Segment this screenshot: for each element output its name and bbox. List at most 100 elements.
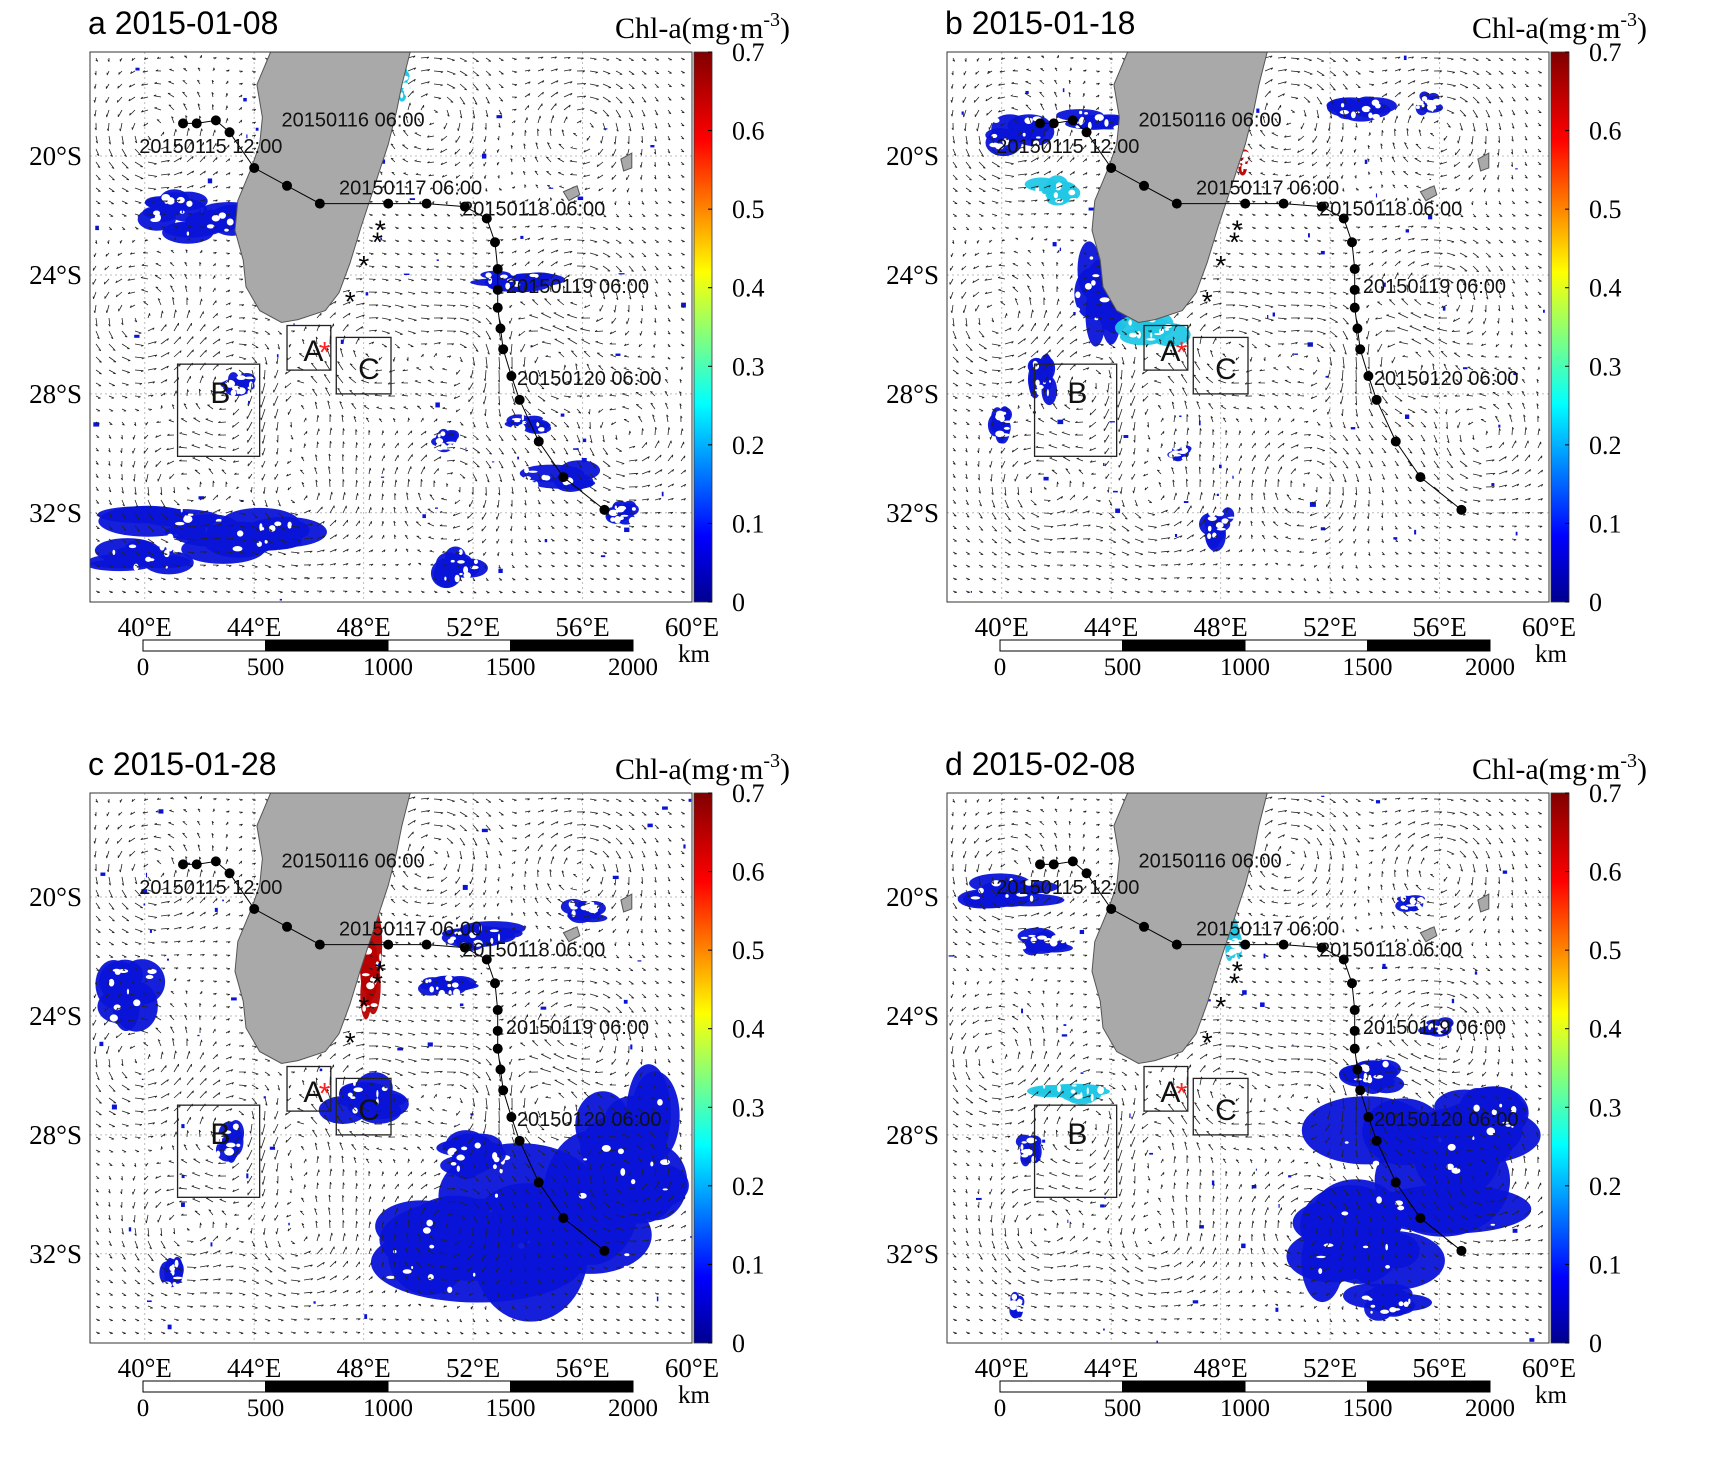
track-point — [178, 859, 189, 870]
region-box-a — [286, 1065, 332, 1112]
region-label: A — [1160, 1076, 1180, 1109]
track-point — [1067, 856, 1078, 867]
panel-title: c 2015-01-28 — [88, 746, 277, 782]
lat-tick-label: 24°S — [886, 1001, 939, 1031]
lon-tick-label: 52°E — [1303, 612, 1357, 642]
lon-tick-label: 56°E — [1412, 612, 1466, 642]
track-point — [1067, 115, 1078, 126]
scale-label: 1000 — [1220, 654, 1270, 681]
mauritius-island — [1477, 152, 1490, 172]
region-label: C — [1215, 1094, 1237, 1127]
lat-tick-label: 24°S — [29, 1001, 82, 1031]
chlorophyll-patch — [1395, 894, 1425, 912]
track-point — [1278, 939, 1289, 950]
cyclone-track — [1040, 119, 1462, 511]
track-point — [1139, 180, 1150, 191]
track-point — [1035, 118, 1046, 129]
track-point — [495, 1064, 506, 1075]
lon-tick-label: 44°E — [227, 612, 281, 642]
track-point — [1363, 1112, 1374, 1123]
track-point — [1346, 237, 1357, 248]
track-point — [492, 1043, 503, 1054]
colorbar-tick-label: 0.2 — [732, 431, 765, 460]
scale-unit: km — [678, 641, 711, 668]
track-point — [481, 954, 492, 965]
track-point — [514, 394, 525, 405]
chlorophyll-patch — [1418, 1017, 1454, 1037]
colorbar — [693, 51, 713, 603]
colorbar-tick-label: 0.1 — [732, 1250, 765, 1279]
track-point — [1139, 921, 1150, 932]
scale-label: 0 — [994, 1395, 1007, 1422]
asterisk-marker: * — [1232, 214, 1243, 245]
region-box-c — [335, 1077, 392, 1136]
colorbar-tick-label: 0.3 — [732, 352, 765, 381]
track-point — [249, 903, 260, 914]
track-point — [1415, 1213, 1426, 1224]
lon-tick-label: 40°E — [975, 1353, 1029, 1383]
lat-tick-label: 20°S — [886, 882, 939, 912]
chlorophyll-patch — [431, 428, 460, 453]
track-time-label: 20150119 06:00 — [506, 276, 649, 298]
colorbar-tick-label: 0.4 — [1589, 274, 1622, 303]
track-point — [492, 1005, 503, 1016]
track-time-label: 20150115 12:00 — [139, 136, 282, 158]
colorbar-tick-label: 0.5 — [732, 195, 765, 224]
lon-tick-label: 56°E — [555, 1353, 609, 1383]
colorbar-tick-label: 0.2 — [732, 1172, 765, 1201]
track-point — [514, 1135, 525, 1146]
scale-label: 1500 — [486, 1395, 536, 1422]
cyclone-track — [1040, 860, 1462, 1252]
map-panel-a: a 2015-01-08 * * * * 20150116 06:00 20150115 1… — [0, 0, 857, 741]
track-point — [1349, 264, 1360, 275]
panel-title: b 2015-01-18 — [945, 5, 1135, 41]
lon-tick-label: 52°E — [1303, 1353, 1357, 1383]
track-point — [178, 118, 189, 129]
track-time-label: 20150118 06:00 — [462, 199, 605, 221]
track-point — [1371, 1135, 1382, 1146]
colorbar-title: Chl-a(mg·m-3) — [615, 9, 790, 45]
colorbar-title: Chl-a(mg·m-3) — [1472, 9, 1647, 45]
reunion-island — [562, 185, 581, 202]
track-time-label: 20150115 12:00 — [139, 877, 282, 899]
track-point — [1456, 1245, 1467, 1256]
track-point — [558, 472, 569, 483]
lon-tick-label: 52°E — [446, 612, 500, 642]
track-time-label: 20150117 06:00 — [339, 919, 482, 941]
map-panel-d: d 2015-02-08 * * * * 20150116 06:00 20150115 1… — [857, 741, 1714, 1482]
asterisk-marker: * — [375, 214, 386, 245]
region-box-b — [176, 363, 261, 457]
scale-unit: km — [678, 1382, 711, 1409]
region-box-b — [176, 1104, 261, 1198]
track-point — [1338, 954, 1349, 965]
scale-label: 2000 — [608, 654, 658, 681]
track-point — [1316, 942, 1327, 953]
track-time-label: 20150119 06:00 — [1363, 1017, 1506, 1039]
track-point — [506, 1112, 517, 1123]
colorbar-tick-label: 0.6 — [732, 858, 765, 887]
track-point — [1106, 162, 1117, 173]
colorbar-tick-label: 0.2 — [1589, 431, 1622, 460]
lat-tick-label: 24°S — [886, 260, 939, 290]
asterisk-marker: * — [1229, 967, 1240, 998]
track-time-label: 20150118 06:00 — [1319, 940, 1462, 962]
track-point — [421, 939, 432, 950]
colorbar-tick-label: 0.7 — [1589, 38, 1622, 67]
scale-label: 500 — [1104, 654, 1142, 681]
colorbar — [1550, 51, 1570, 603]
track-time-label: 20150119 06:00 — [1363, 276, 1506, 298]
reunion-island — [562, 926, 581, 943]
region-label: B — [210, 1118, 230, 1151]
panel-title: d 2015-02-08 — [945, 746, 1135, 782]
track-time-label: 20150118 06:00 — [462, 940, 605, 962]
track-time-label: 20150117 06:00 — [339, 178, 482, 200]
chlorophyll-patch — [1199, 507, 1237, 552]
panel-title: a 2015-01-08 — [88, 5, 278, 41]
chlorophyll-patch — [1338, 1059, 1405, 1094]
scale-bar: 0 500 1000 1500 2000 km — [994, 1380, 1568, 1422]
chlorophyll-patch — [987, 406, 1013, 444]
track-time-label: 20150116 06:00 — [282, 850, 425, 872]
scale-label: 0 — [137, 654, 150, 681]
